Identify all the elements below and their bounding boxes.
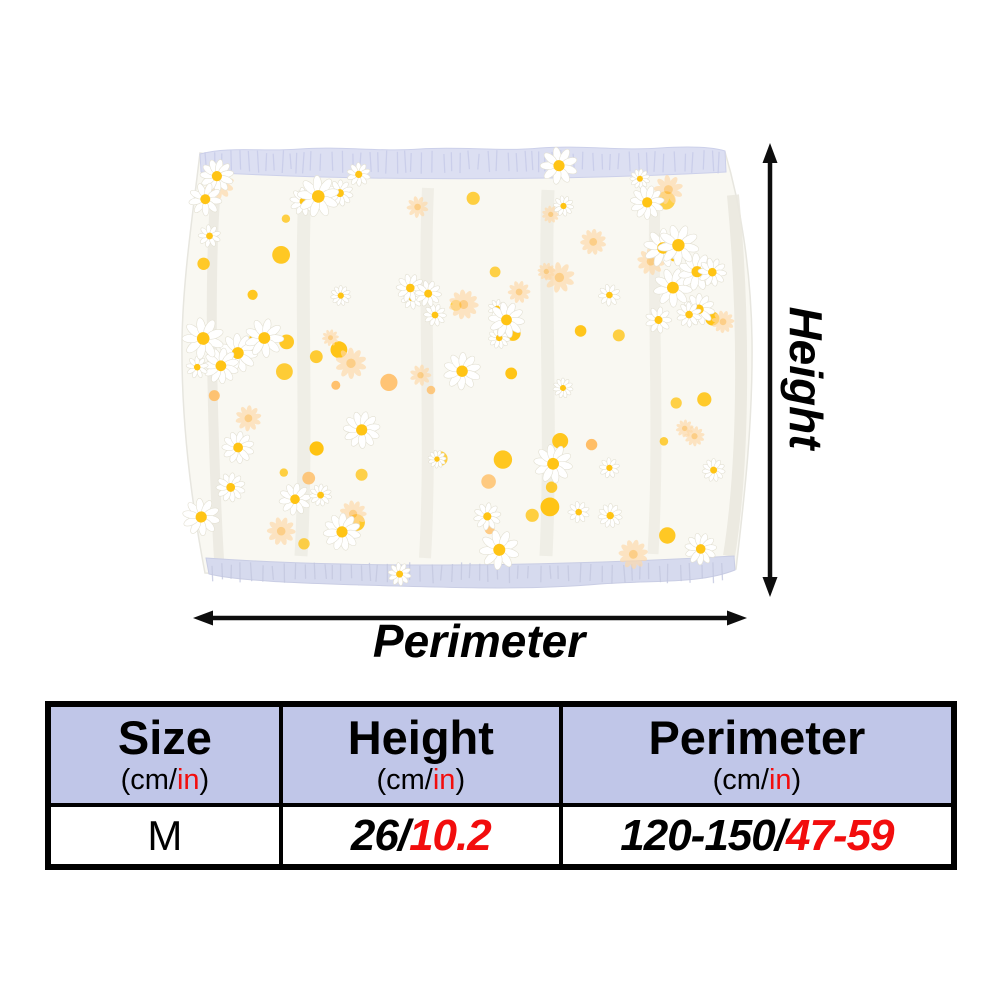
unit-in: in [768, 763, 792, 796]
height-arrow [762, 143, 778, 597]
daisy-pattern [181, 146, 735, 586]
height-header-title: Height [347, 711, 494, 765]
fold-shadow [723, 194, 748, 557]
perimeter-arrow [193, 610, 747, 626]
size-value-cell: M [46, 803, 283, 869]
size-header-unit: (cm/in) [51, 763, 279, 797]
height-value-in: 10.2 [409, 810, 492, 860]
unit-close: ) [791, 763, 802, 796]
unit-in: in [176, 763, 200, 796]
unit-cm: (cm/ [712, 763, 769, 796]
perimeter-dimension-label: Perimeter [372, 615, 586, 667]
perimeter-value-cm: 120-150/ [620, 810, 787, 860]
height-dimension-label: Height [780, 306, 832, 450]
size-value: M [147, 811, 183, 859]
height-value-cell: 26/10.2 [278, 803, 563, 869]
size-header-title: Size [117, 711, 212, 765]
table-row: M 26/10.2 120-150/47-59 [46, 803, 957, 869]
height-header-unit: (cm/in) [283, 763, 559, 797]
perimeter-header-title: Perimeter [648, 711, 866, 765]
perimeter-value-in: 47-59 [785, 810, 895, 860]
unit-cm: (cm/ [376, 763, 433, 796]
height-value-cm: 26/ [350, 810, 410, 860]
product-illustration [181, 143, 778, 626]
unit-close: ) [455, 763, 466, 796]
perimeter-value-cell: 120-150/47-59 [558, 803, 957, 869]
size-column-header: Size (cm/in) [46, 702, 283, 807]
size-table: Size (cm/in) Height (cm/in) Perimeter (c… [45, 701, 957, 870]
unit-in: in [432, 763, 456, 796]
perimeter-column-header: Perimeter (cm/in) [558, 702, 957, 807]
unit-close: ) [199, 763, 210, 796]
table-header-row: Size (cm/in) Height (cm/in) Perimeter (c… [46, 702, 957, 807]
height-column-header: Height (cm/in) [278, 702, 563, 807]
perimeter-header-unit: (cm/in) [563, 763, 951, 797]
unit-cm: (cm/ [120, 763, 177, 796]
